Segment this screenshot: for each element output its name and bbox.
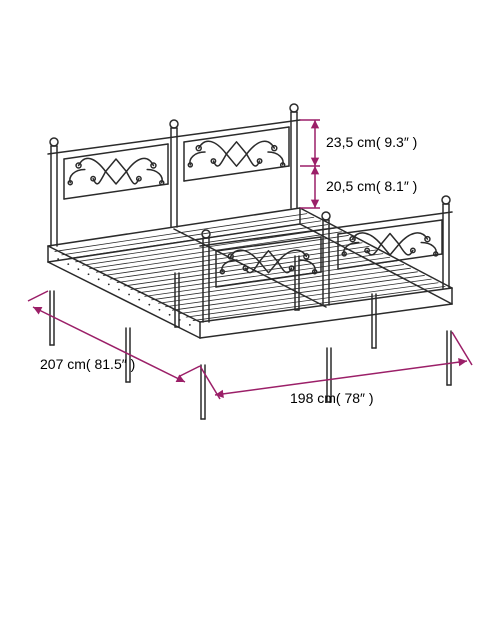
dim-label-height-bottom: 20,5 cm( 8.1″ )	[326, 178, 417, 195]
value-cm: 23,5 cm	[326, 134, 376, 150]
value-in: 81.5″	[94, 356, 126, 372]
value-in: 9.3″	[384, 134, 408, 150]
paren-close: )	[365, 390, 374, 406]
dim-label-depth: 207 cm( 81.5″ )	[40, 356, 135, 373]
paren-close: )	[409, 178, 418, 194]
value-in: 78″	[344, 390, 365, 406]
value-in: 8.1″	[384, 178, 408, 194]
bed-dimensions-drawing	[0, 0, 500, 641]
dim-label-height-top: 23,5 cm( 9.3″ )	[326, 134, 417, 151]
dim-label-width: 198 cm( 78″ )	[290, 390, 374, 407]
paren-close: )	[127, 356, 136, 372]
diagram-stage: 23,5 cm( 9.3″ ) 20,5 cm( 8.1″ ) 207 cm( …	[0, 0, 500, 641]
value-cm: 198 cm	[290, 390, 336, 406]
value-cm: 207 cm	[40, 356, 86, 372]
value-cm: 20,5 cm	[326, 178, 376, 194]
paren-close: )	[409, 134, 418, 150]
